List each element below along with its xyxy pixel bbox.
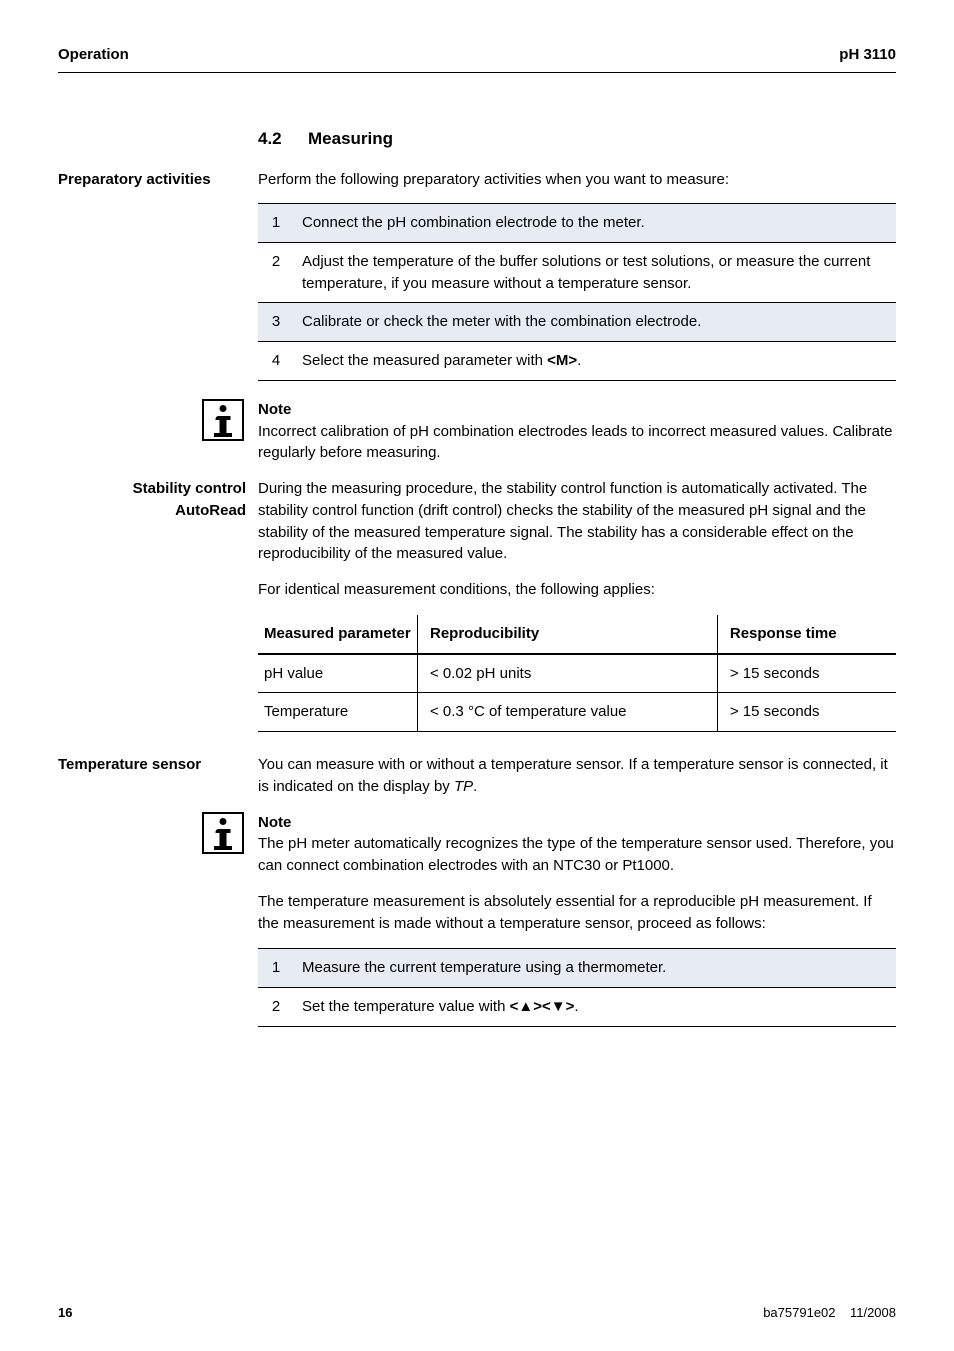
table-row: 3 Calibrate or check the meter with the …	[258, 303, 896, 342]
temp-sensor-label: Temperature sensor	[58, 754, 258, 812]
table-row: 2 Set the temperature value with <▲><▼>.	[258, 988, 896, 1027]
info-icon	[202, 812, 244, 854]
stability-p1: During the measuring procedure, the stab…	[258, 478, 896, 565]
col-header: Measured parameter	[258, 615, 418, 654]
step-text: Adjust the temperature of the buffer sol…	[294, 242, 896, 303]
prep-intro: Perform the following preparatory activi…	[258, 169, 896, 191]
note-body: Incorrect calibration of pH combination …	[258, 421, 896, 465]
cell: < 0.3 °C of temperature value	[418, 693, 718, 732]
stability-table: Measured parameter Reproducibility Respo…	[258, 615, 896, 732]
stability-label: Stability control AutoRead	[58, 478, 258, 732]
footer-right: ba75791e02 11/2008	[763, 1304, 896, 1323]
cell: > 15 seconds	[717, 654, 896, 693]
note-title: Note	[258, 812, 896, 834]
section-number: 4.2	[258, 127, 308, 152]
prep-steps-table: 1 Connect the pH combination electrode t…	[258, 203, 896, 381]
step-number: 3	[258, 303, 294, 342]
temp-p2: The temperature measurement is absolutel…	[258, 891, 896, 935]
temp-p1: You can measure with or without a temper…	[258, 754, 896, 798]
cell: pH value	[258, 654, 418, 693]
step-text: Measure the current temperature using a …	[294, 949, 896, 988]
section-title: Measuring	[308, 127, 393, 152]
table-row: pH value < 0.02 pH units > 15 seconds	[258, 654, 896, 693]
section-heading: 4.2 Measuring	[258, 127, 896, 152]
step-number: 2	[258, 988, 294, 1027]
table-row: 1 Connect the pH combination electrode t…	[258, 204, 896, 243]
header-right: pH 3110	[839, 44, 896, 66]
note-block: Note The pH meter automatically recogniz…	[58, 812, 896, 877]
cell: Temperature	[258, 693, 418, 732]
page-number: 16	[58, 1304, 72, 1323]
cell: > 15 seconds	[717, 693, 896, 732]
step-text: Set the temperature value with <▲><▼>.	[302, 998, 579, 1015]
cell: < 0.02 pH units	[418, 654, 718, 693]
note-title: Note	[258, 399, 896, 421]
step-text: Connect the pH combination electrode to …	[294, 204, 896, 243]
page-header: Operation pH 3110	[58, 44, 896, 73]
prep-label: Preparatory activities	[58, 169, 258, 399]
col-header: Reproducibility	[418, 615, 718, 654]
col-header: Response time	[717, 615, 896, 654]
step-number: 1	[258, 949, 294, 988]
table-row: 1 Measure the current temperature using …	[258, 949, 896, 988]
header-left: Operation	[58, 44, 129, 66]
table-header-row: Measured parameter Reproducibility Respo…	[258, 615, 896, 654]
stability-p2: For identical measurement conditions, th…	[258, 579, 896, 601]
table-row: 2 Adjust the temperature of the buffer s…	[258, 242, 896, 303]
step-number: 2	[258, 242, 294, 303]
step-text: Calibrate or check the meter with the co…	[294, 303, 896, 342]
table-row: Temperature < 0.3 °C of temperature valu…	[258, 693, 896, 732]
note-body: The pH meter automatically recognizes th…	[258, 833, 896, 877]
temp-steps-table: 1 Measure the current temperature using …	[258, 948, 896, 1027]
page-footer: 16 ba75791e02 11/2008	[58, 1304, 896, 1323]
step-text: Select the measured parameter with <M>.	[302, 352, 581, 369]
note-block: Note Incorrect calibration of pH combina…	[58, 399, 896, 464]
info-icon	[202, 399, 244, 441]
table-row: 4 Select the measured parameter with <M>…	[258, 342, 896, 381]
step-number: 4	[258, 342, 294, 381]
step-number: 1	[258, 204, 294, 243]
